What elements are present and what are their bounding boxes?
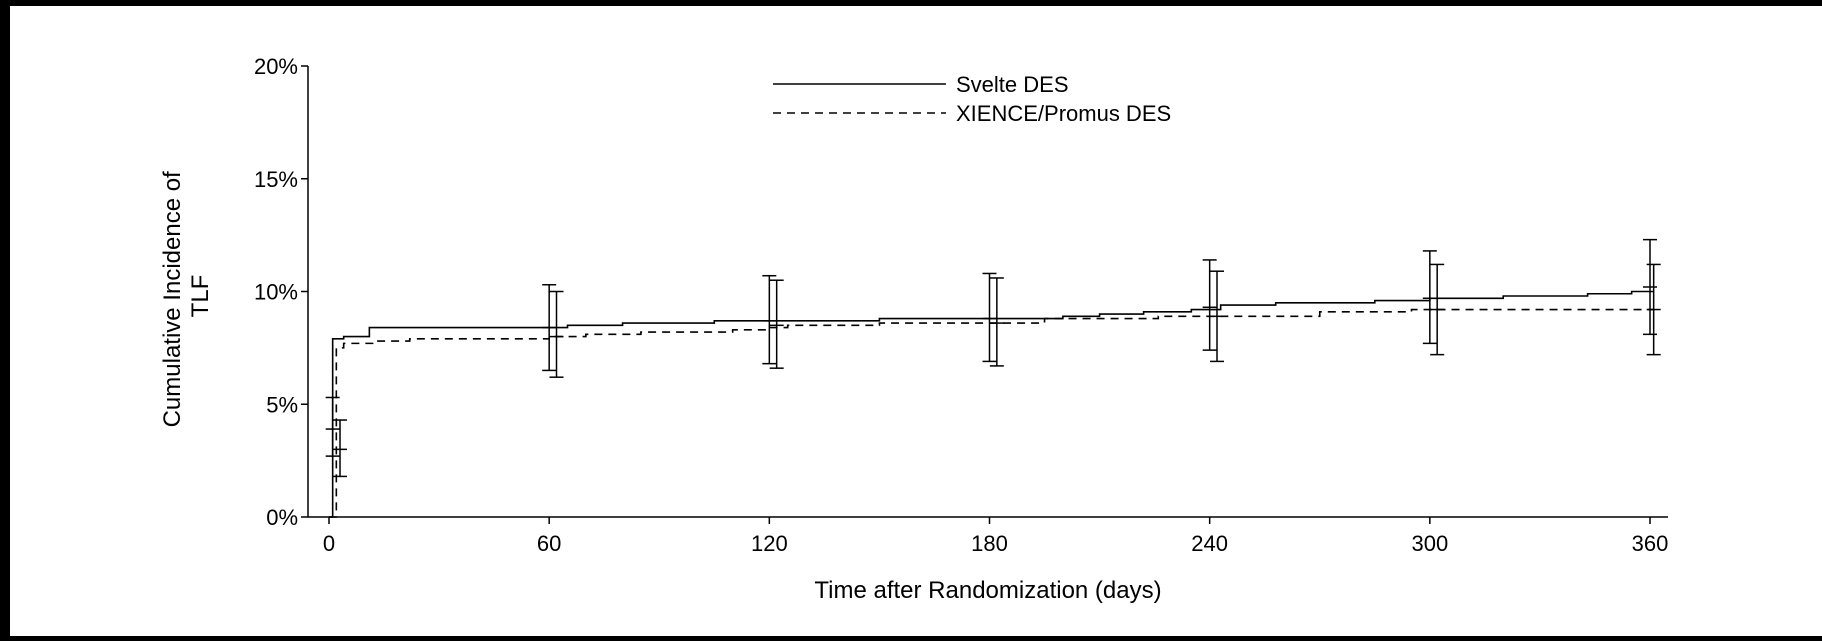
- legend-label-1: XIENCE/Promus DES: [956, 101, 1171, 126]
- x-tick-label: 0: [323, 531, 335, 556]
- series-layer: [325, 238, 1661, 518]
- y-tick-label: 10%: [254, 280, 298, 305]
- x-tick-label: 300: [1411, 531, 1448, 556]
- legend: Svelte DES XIENCE/Promus DES: [773, 72, 1171, 126]
- y-axis-title-line-2: TLF: [187, 275, 214, 318]
- legend-label-0: Svelte DES: [956, 72, 1069, 97]
- axes-layer: 0% 5% 10% 15% 20% 0 60 120 180 240 300 360: [254, 54, 1668, 556]
- x-tick-label: 240: [1191, 531, 1228, 556]
- x-tick-label: 180: [971, 531, 1008, 556]
- series-line-1: [329, 308, 1654, 518]
- x-tick-label: 60: [537, 531, 561, 556]
- y-tick-label: 15%: [254, 167, 298, 192]
- x-tick-label: 120: [751, 531, 788, 556]
- y-tick-label: 0%: [266, 505, 298, 530]
- x-tick-label: 360: [1632, 531, 1669, 556]
- y-axis-title-line-1: Cumulative Incidence of: [159, 171, 186, 427]
- y-tick-label: 5%: [266, 392, 298, 417]
- series-line-0: [329, 290, 1654, 518]
- y-tick-label: 20%: [254, 54, 298, 79]
- y-axis-title: Cumulative Incidence of TLF: [159, 165, 214, 428]
- x-axis-title: Time after Randomization (days): [814, 577, 1161, 604]
